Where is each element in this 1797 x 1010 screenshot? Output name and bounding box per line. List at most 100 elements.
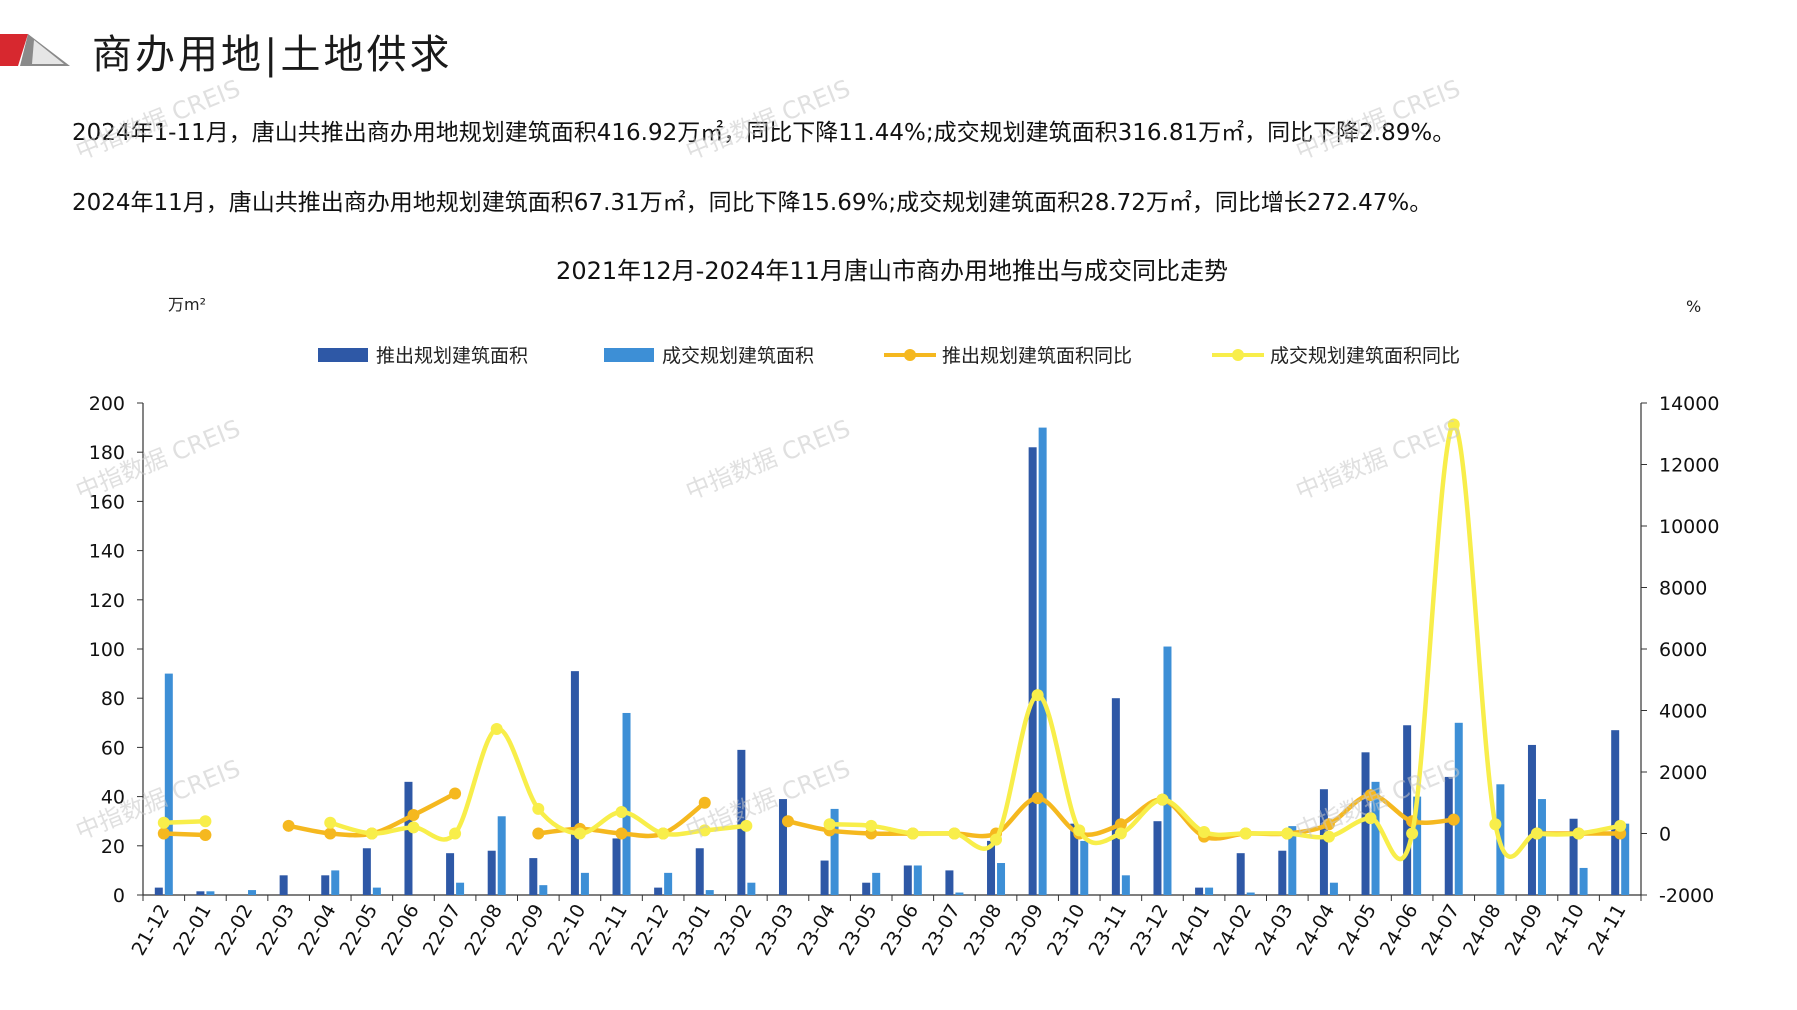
bar-supply — [1153, 821, 1162, 895]
point-deal-yoy — [532, 802, 545, 815]
point-supply-yoy — [282, 819, 295, 832]
logo-red-shape — [0, 34, 28, 66]
legend-label-1: 成交规划建筑面积 — [662, 345, 814, 367]
point-deal-yoy — [199, 815, 212, 828]
bar-supply — [1111, 698, 1120, 895]
bar-deal — [664, 872, 673, 895]
x-tick-label: 23-04 — [793, 901, 840, 960]
x-tick-label: 24-07 — [1417, 901, 1464, 960]
point-supply-yoy — [532, 827, 545, 840]
x-tick-label: 22-05 — [336, 901, 383, 960]
bar-supply — [862, 882, 871, 895]
legend-swatch-1 — [604, 348, 654, 362]
bar-deal — [1288, 826, 1297, 895]
x-tick-label: 24-05 — [1334, 901, 1381, 960]
x-tick-label: 24-01 — [1168, 901, 1215, 960]
point-deal-yoy — [407, 821, 420, 834]
bar-deal — [1537, 799, 1546, 895]
bar-supply — [1070, 823, 1079, 895]
point-supply-yoy — [698, 796, 711, 809]
bar-deal — [622, 712, 631, 895]
legend-swatch-0 — [318, 348, 368, 362]
y-left-tick-label: 60 — [101, 737, 125, 759]
x-tick-label: 22-09 — [502, 901, 549, 960]
x-tick-label: 22-02 — [211, 901, 258, 960]
bar-supply — [820, 860, 829, 895]
point-deal-yoy — [1239, 827, 1252, 840]
y-right-unit: % — [1686, 297, 1701, 316]
bar-supply — [1028, 447, 1037, 895]
bar-supply — [487, 850, 496, 895]
bar-deal — [1621, 823, 1630, 895]
bar-deal — [1121, 875, 1130, 895]
bar-supply — [945, 870, 954, 895]
bar-supply — [737, 749, 746, 895]
point-supply-yoy — [615, 827, 628, 840]
x-tick-label: 24-08 — [1459, 901, 1506, 960]
y-left-tick-label: 120 — [89, 590, 125, 612]
bar-supply — [1319, 789, 1328, 895]
point-deal-yoy — [1614, 819, 1627, 832]
bar-supply — [1278, 850, 1287, 895]
y-left-tick-label: 20 — [101, 836, 125, 858]
point-deal-yoy — [906, 827, 919, 840]
point-deal-yoy — [1073, 824, 1086, 837]
x-tick-label: 22-01 — [169, 901, 216, 960]
x-tick-label: 23-01 — [668, 901, 715, 960]
bar-deal — [1038, 427, 1047, 895]
x-tick-label: 22-12 — [627, 901, 674, 960]
point-supply-yoy — [157, 827, 170, 840]
chart-title: 2021年12月-2024年11月唐山市商办用地推出与成交同比走势 — [556, 257, 1228, 285]
y-left-tick-label: 80 — [101, 688, 125, 710]
bar-deal — [248, 890, 257, 895]
bar-deal — [206, 891, 215, 895]
point-supply-yoy — [1447, 813, 1460, 826]
point-deal-yoy — [865, 819, 878, 832]
x-tick-label: 22-04 — [294, 901, 341, 960]
x-tick-label: 23-06 — [876, 901, 923, 960]
point-deal-yoy — [157, 816, 170, 829]
bar-deal — [1579, 867, 1588, 895]
bar-deal — [1163, 646, 1172, 895]
point-deal-yoy — [1572, 827, 1585, 840]
bar-supply — [362, 848, 371, 895]
bar-supply — [903, 865, 912, 895]
bar-supply — [529, 858, 538, 895]
y-left-tick-label: 40 — [101, 787, 125, 809]
y-left-tick-label: 200 — [89, 393, 125, 415]
y-right-tick-label: -2000 — [1659, 885, 1714, 907]
bar-deal — [1454, 722, 1463, 895]
x-tick-label: 24-04 — [1293, 901, 1340, 960]
x-tick-label: 23-08 — [960, 901, 1007, 960]
bar-deal — [331, 870, 340, 895]
summary-line-2: 2024年11月，唐山共推出商办用地规划建筑面积67.31万㎡，同比下降15.6… — [72, 190, 1433, 216]
page-title: 商办用地|土地供求 — [92, 32, 453, 78]
point-deal-yoy — [657, 827, 670, 840]
point-deal-yoy — [573, 827, 586, 840]
x-tick-label: 22-11 — [585, 901, 632, 960]
bar-supply — [1236, 853, 1245, 895]
y-right-tick-label: 0 — [1659, 824, 1671, 846]
y-right-tick-label: 14000 — [1659, 393, 1719, 415]
y-left-tick-label: 160 — [89, 491, 125, 513]
x-tick-label: 24-11 — [1584, 901, 1631, 960]
point-deal-yoy — [698, 824, 711, 837]
y-left-tick-label: 180 — [89, 442, 125, 464]
bar-deal — [497, 816, 506, 895]
x-tick-label: 23-11 — [1085, 901, 1132, 960]
y-right-tick-label: 2000 — [1659, 762, 1707, 784]
point-deal-yoy — [990, 833, 1003, 846]
x-tick-label: 23-12 — [1126, 901, 1173, 960]
bar-deal — [164, 673, 173, 895]
bar-deal — [955, 892, 964, 895]
point-supply-yoy — [1114, 818, 1127, 831]
bar-deal — [1371, 781, 1380, 895]
y-left-unit: 万m² — [168, 295, 206, 314]
point-deal-yoy — [490, 722, 503, 735]
bar-deal — [747, 882, 756, 895]
bar-deal — [830, 808, 839, 895]
x-tick-label: 24-03 — [1251, 901, 1298, 960]
legend-label-3: 成交规划建筑面积同比 — [1270, 345, 1460, 367]
bar-deal — [1080, 840, 1089, 895]
legend-marker-3 — [1232, 349, 1244, 361]
